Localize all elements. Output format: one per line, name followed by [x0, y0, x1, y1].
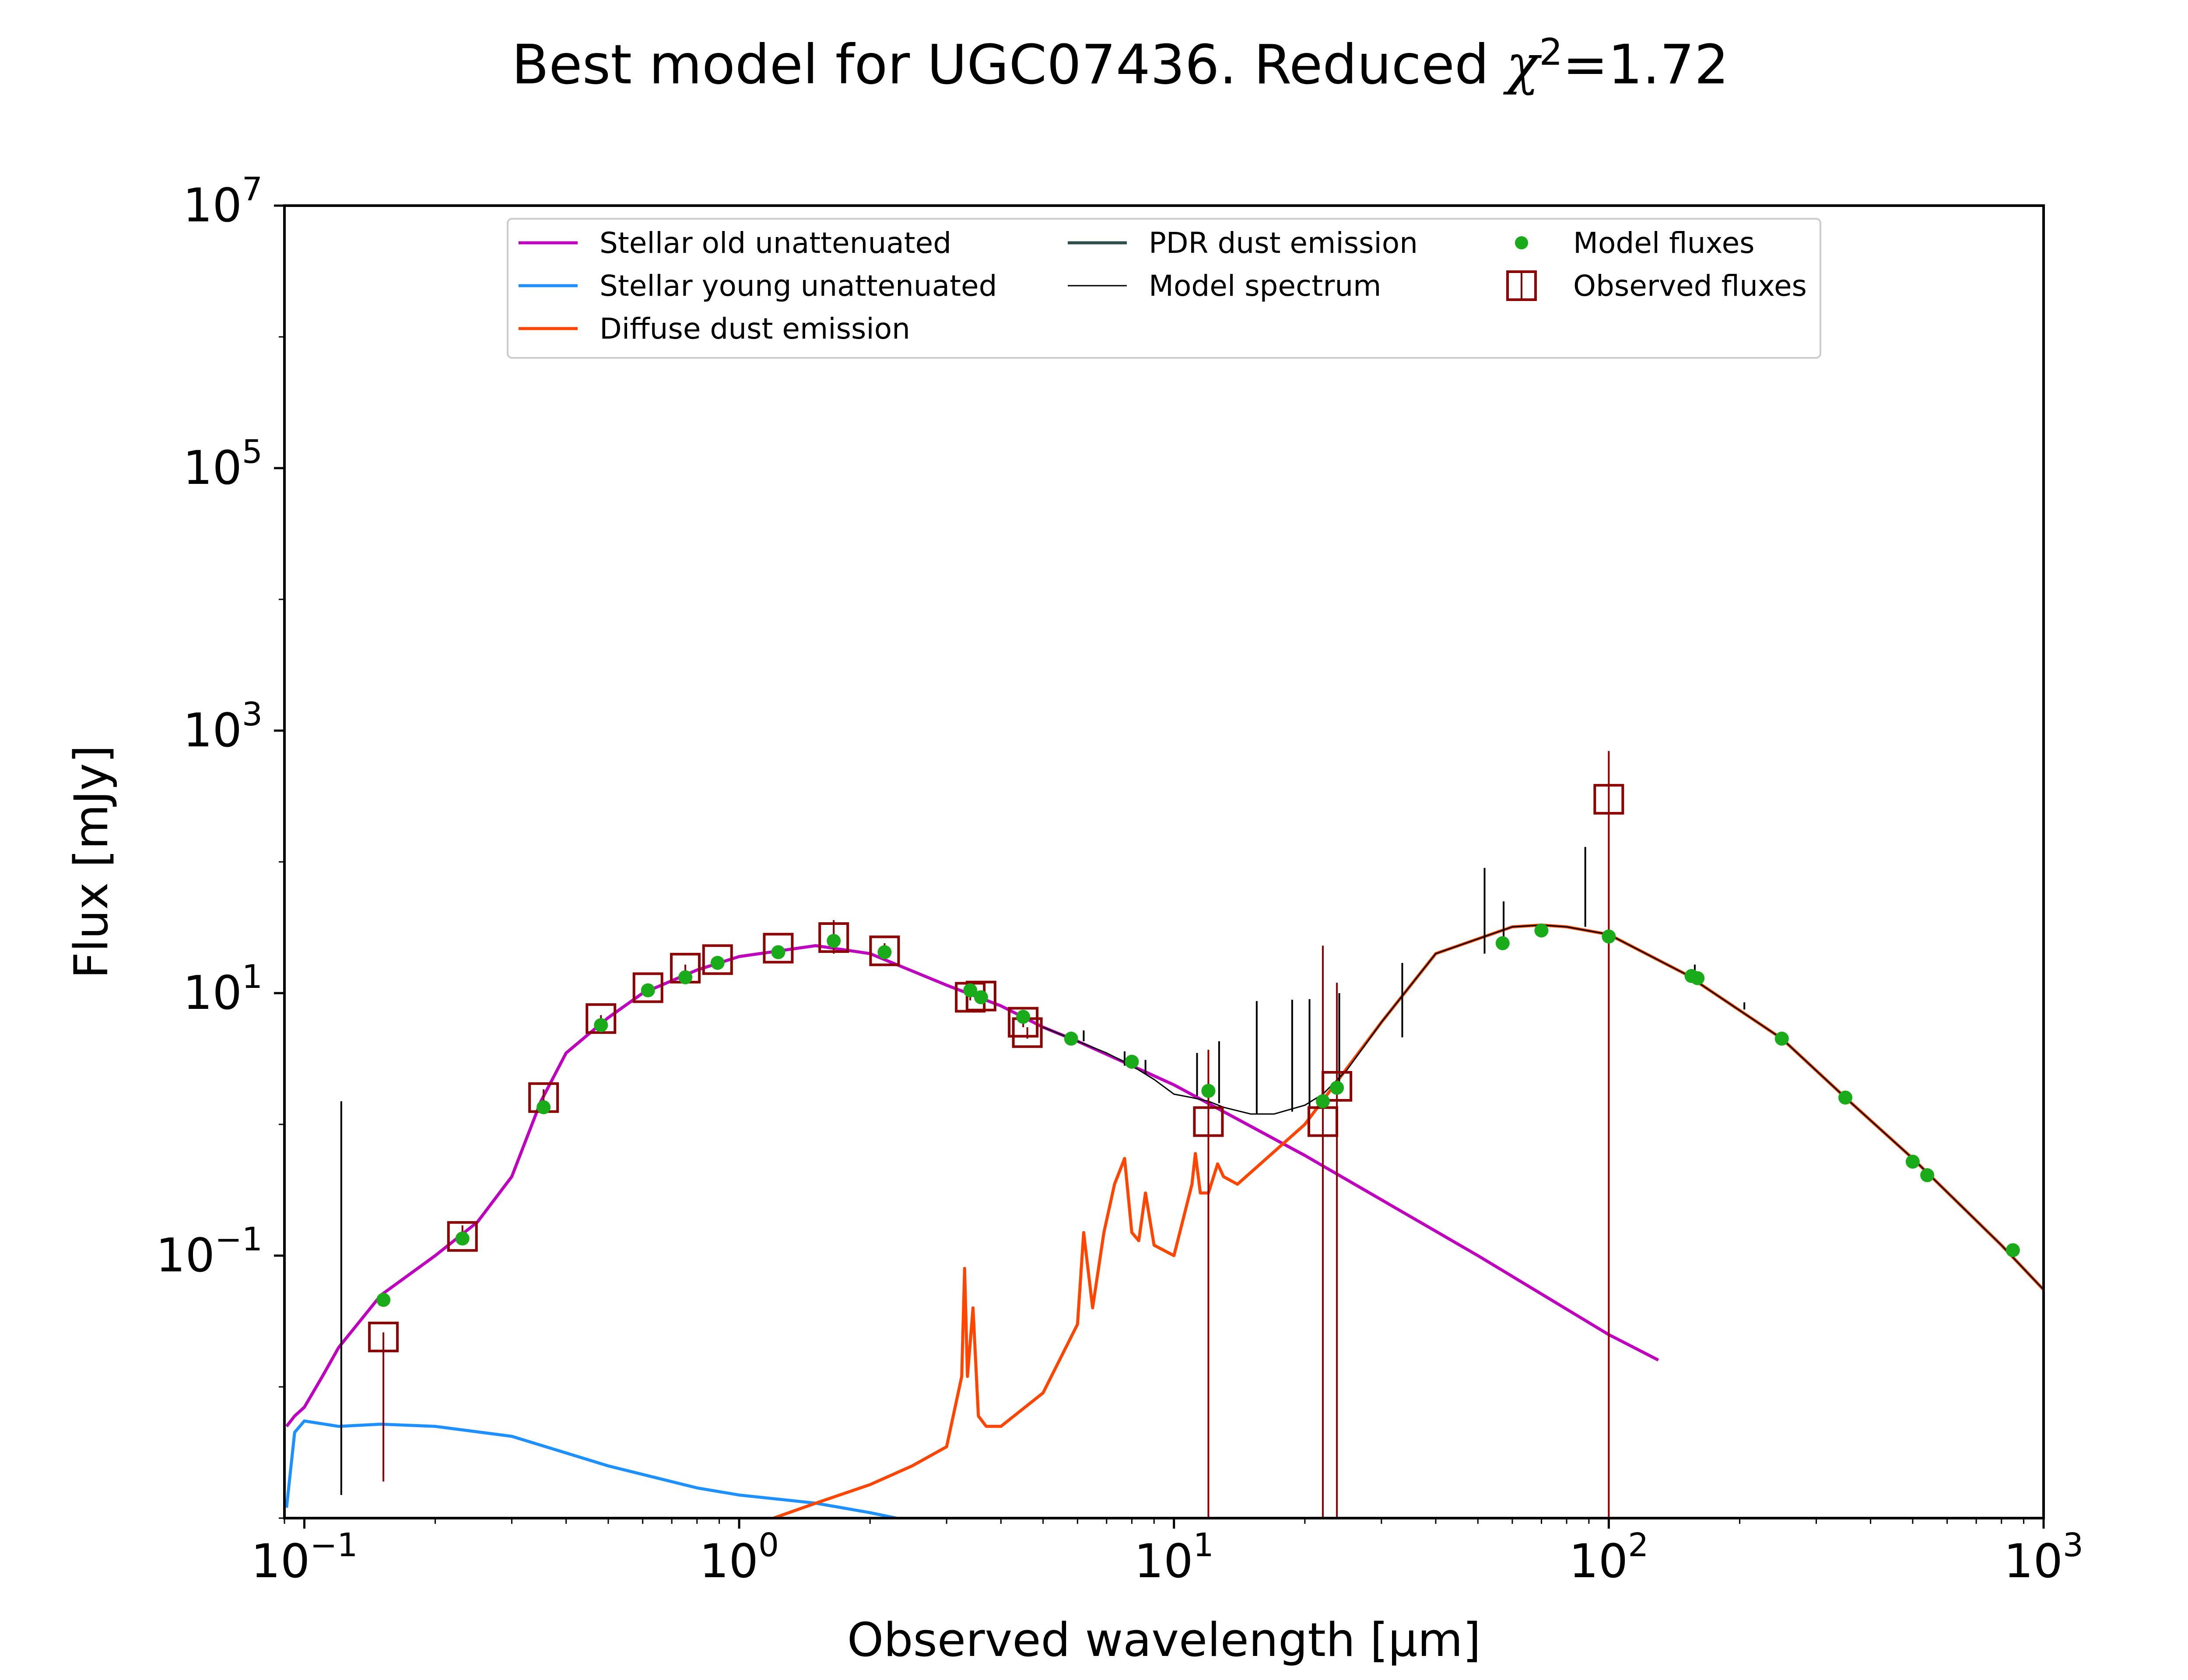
observed-flux-marker	[1008, 1007, 1039, 1038]
legend-label: PDR dust emission	[1149, 226, 1418, 260]
chart-title: Best model for UGC07436. Reduced χ2=1.72	[0, 31, 2188, 96]
legend-label: Observed fluxes	[1573, 269, 1807, 303]
y-tick-label: 105	[183, 433, 263, 495]
legend-label: Diffuse dust emission	[600, 312, 910, 346]
x-tick-label: 100	[699, 1526, 779, 1588]
model-flux-point	[2006, 1243, 2020, 1257]
model-flux-point	[1016, 1010, 1031, 1024]
model-flux-point	[1920, 1168, 1935, 1183]
model-flux-point	[710, 956, 725, 970]
x-tick-label: 101	[1134, 1526, 1214, 1588]
legend-label: Stellar old unattenuated	[600, 226, 951, 260]
observed-flux-marker	[869, 935, 900, 966]
legend-entry-stellar-young-unattenuated: Stellar young unattenuated	[519, 269, 997, 303]
axes-ticks	[274, 204, 2045, 1529]
model-flux-point	[1534, 923, 1549, 938]
legend-entry-model-fluxes: Model fluxes	[1515, 226, 1755, 260]
model-flux-point	[1315, 1094, 1330, 1109]
model-flux-point	[1690, 971, 1705, 985]
y-tick-label: 107	[183, 171, 263, 232]
model-flux-point	[1905, 1155, 1920, 1169]
observed-flux-marker	[1193, 1106, 1224, 1137]
legend-entry-model-spectrum: Model spectrum	[1068, 269, 1381, 303]
model-flux-point	[877, 945, 892, 959]
observed-flux-marker	[447, 1221, 478, 1252]
legend-entry-diffuse-dust-emission: Diffuse dust emission	[519, 312, 910, 346]
legend-box	[507, 218, 1821, 359]
x-tick-label: 102	[1569, 1526, 1648, 1588]
observed-flux-marker	[1322, 1071, 1353, 1102]
legend-entry-observed-fluxes: Observed fluxes	[1506, 269, 1807, 303]
x-tick-label: 103	[2004, 1526, 2083, 1588]
model-flux-point	[641, 983, 655, 998]
model-flux-point	[771, 945, 785, 959]
tick-labels: 10−1 100 101 102 103 10−1 101 103 105 107	[156, 171, 2083, 1588]
y-tick-label: 103	[183, 696, 263, 757]
legend-dot-swatch	[1515, 236, 1528, 249]
observed-flux-marker	[368, 1321, 399, 1352]
legend-label: Model fluxes	[1573, 226, 1755, 260]
model-flux-point	[1774, 1032, 1789, 1046]
model-flux-point	[1602, 929, 1616, 944]
model-flux-point	[1064, 1032, 1078, 1046]
plot-frame	[283, 204, 2045, 1519]
observed-flux-marker	[763, 933, 794, 964]
model-flux-point	[1330, 1081, 1344, 1095]
legend-label: Stellar young unattenuated	[600, 269, 997, 303]
title-exponent: 2	[1539, 31, 1563, 74]
series-line-stellar-young-unattenuated	[285, 1419, 897, 1518]
observed-flux-marker	[818, 922, 849, 953]
series-line-diffuse-dust-emission	[773, 923, 2044, 1518]
model-flux-point	[1125, 1054, 1139, 1069]
observed-flux-marker	[1593, 784, 1624, 815]
legend: Stellar old unattenuated Stellar young un…	[507, 218, 1821, 359]
observed-flux-marker	[702, 944, 733, 975]
y-tick-label: 101	[183, 958, 263, 1020]
title-prefix: Best model for UGC07436. Reduced	[512, 33, 1507, 97]
series-line-stellar-old-unattenuated	[285, 944, 1659, 1428]
model-flux-point	[1495, 936, 1510, 950]
model-flux-point	[455, 1231, 470, 1246]
legend-entry-stellar-old-unattenuated: Stellar old unattenuated	[519, 226, 951, 260]
model-flux-point	[678, 970, 693, 984]
model-flux-point	[974, 990, 988, 1004]
model-flux-point	[827, 934, 841, 948]
y-tick-label: 10−1	[156, 1221, 263, 1282]
model-flux-point	[536, 1100, 551, 1114]
model-flux-point	[376, 1293, 391, 1307]
x-axis-label: Observed wavelength [μm]	[847, 1613, 1481, 1667]
x-tick-label: 10−1	[251, 1526, 358, 1588]
observed-flux-marker	[586, 1003, 617, 1034]
title-suffix: =1.72	[1562, 33, 1729, 97]
model-flux-point	[1201, 1084, 1216, 1098]
model-flux-point	[594, 1018, 608, 1032]
legend-label: Model spectrum	[1149, 269, 1381, 303]
legend-entry-pdr-dust-emission: PDR dust emission	[1068, 226, 1418, 260]
observed-flux-marker	[632, 972, 663, 1003]
model-flux-point	[1838, 1090, 1852, 1105]
title-chi-symbol: χ	[1506, 33, 1539, 97]
plot-content	[285, 751, 2044, 1518]
y-axis-label: Flux [mJy]	[64, 745, 118, 979]
model-flux-point	[963, 983, 978, 998]
